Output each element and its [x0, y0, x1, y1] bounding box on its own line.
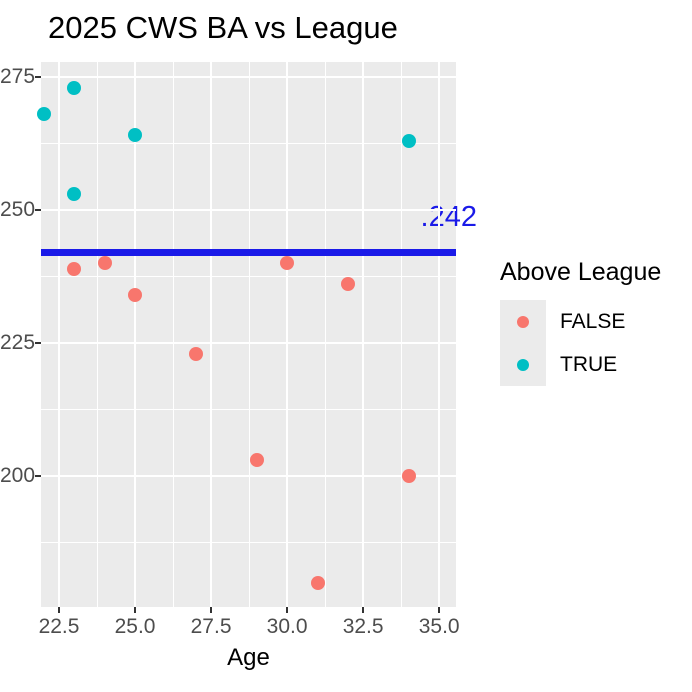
gridline-minor-y — [41, 142, 456, 144]
x-tick-label: 32.5 — [342, 615, 384, 638]
y-tick-label: 250 — [0, 197, 36, 221]
gridline-minor-y — [41, 275, 456, 277]
gridline-major-x — [210, 62, 213, 607]
gridline-major-x — [134, 62, 137, 607]
point-false — [340, 277, 355, 292]
legend-item-label: FALSE — [560, 309, 626, 333]
y-tick — [35, 342, 41, 345]
chart-title: 2025 CWS BA vs League — [48, 10, 398, 45]
y-tick — [35, 208, 41, 211]
legend-item-label: TRUE — [560, 352, 618, 376]
x-tick-label: 22.5 — [38, 615, 80, 638]
point-false — [67, 261, 82, 276]
x-tick-label: 35.0 — [418, 615, 460, 638]
league-average-line — [41, 249, 456, 257]
gridline-minor-x — [96, 62, 98, 607]
gridline-minor-x — [324, 62, 326, 607]
point-false — [188, 346, 203, 361]
legend-title: Above League — [500, 258, 662, 286]
gridline-major-y — [41, 475, 456, 478]
x-tick — [286, 607, 289, 613]
gridline-major-y — [41, 342, 456, 345]
gridline-major-x — [58, 62, 60, 607]
gridline-major-y — [41, 75, 456, 78]
point-false — [310, 575, 325, 590]
x-tick — [58, 607, 60, 613]
legend-item-false: FALSE — [500, 300, 661, 343]
legend-dot-false — [517, 315, 529, 328]
point-false — [128, 288, 143, 303]
legend: Above League FALSE TRUE — [500, 258, 661, 386]
gridline-major-x — [438, 62, 441, 607]
point-false — [401, 469, 416, 484]
hline-label: .242 — [420, 201, 477, 233]
point-true — [67, 80, 82, 95]
x-tick-label: 27.5 — [190, 615, 232, 638]
legend-key-box — [500, 300, 546, 343]
point-true — [401, 133, 416, 148]
x-tick-label: 30.0 — [266, 615, 308, 638]
gridline-major-x — [362, 62, 365, 607]
y-tick-label: 200 — [0, 464, 36, 488]
x-tick-label: 25.0 — [114, 615, 156, 638]
x-tick — [134, 607, 137, 613]
y-tick-label: 225 — [0, 331, 36, 355]
point-true — [128, 128, 143, 143]
x-tick — [362, 607, 365, 613]
gridline-minor-x — [400, 62, 402, 607]
legend-dot-true — [517, 358, 529, 371]
legend-keys: FALSE TRUE — [500, 300, 661, 386]
y-tick — [35, 75, 41, 78]
point-true — [67, 186, 82, 201]
plot-panel — [36, 62, 456, 607]
gridline-minor-x — [172, 62, 174, 607]
x-axis-title: Age — [227, 644, 270, 671]
gridline-minor-x — [248, 62, 250, 607]
point-false — [97, 256, 112, 271]
point-false — [280, 256, 295, 271]
gridline-major-y — [41, 208, 456, 211]
point-false — [249, 453, 264, 468]
x-tick — [438, 607, 441, 613]
legend-item-true: TRUE — [500, 343, 661, 386]
y-tick-label: 275 — [0, 64, 36, 88]
gridline-minor-y — [41, 409, 456, 411]
legend-key-box — [500, 343, 546, 386]
gridline-major-x — [286, 62, 289, 607]
x-tick — [210, 607, 213, 613]
gridline-minor-y — [41, 542, 456, 544]
y-tick — [35, 475, 41, 478]
point-true — [36, 107, 51, 122]
